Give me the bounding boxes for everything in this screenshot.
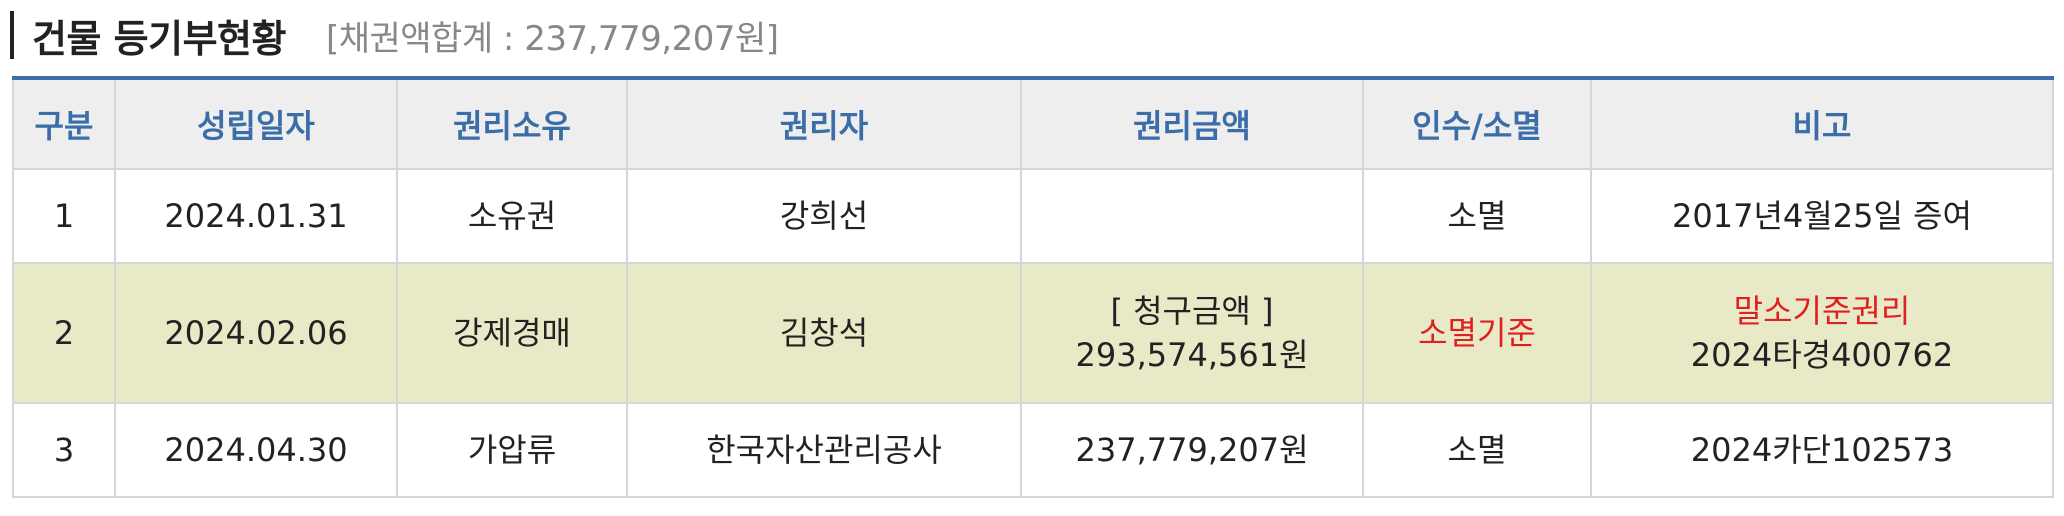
amount-label: [ 청구금액 ] — [1110, 292, 1274, 330]
column-header-no: 구분 — [12, 78, 116, 170]
table-header-row: 구분 성립일자 권리소유 권리자 권리금액 인수/소멸 비고 — [12, 78, 2054, 170]
column-header-status: 인수/소멸 — [1362, 78, 1592, 170]
column-header-date: 성립일자 — [114, 78, 398, 170]
column-header-holder: 권리자 — [626, 78, 1022, 170]
column-header-amount: 권리금액 — [1020, 78, 1364, 170]
cell-right-type: 소유권 — [396, 168, 628, 264]
cell-date: 2024.01.31 — [114, 168, 398, 264]
note-line: 2017년4월25일 증여 — [1672, 197, 1972, 235]
cell-amount: 237,779,207원 — [1020, 402, 1364, 498]
amount-line: 237,779,207원 — [1075, 431, 1309, 469]
cell-holder: 강희선 — [626, 168, 1022, 264]
header-accent-bar — [10, 11, 14, 59]
amount-value: 293,574,561원 — [1075, 336, 1309, 374]
section-header: 건물 등기부현황 [채권액합계 : 237,779,207원] — [10, 10, 779, 61]
cell-no: 1 — [12, 168, 116, 264]
column-header-note: 비고 — [1590, 78, 2054, 170]
cell-no: 2 — [12, 262, 116, 404]
cell-amount — [1020, 168, 1364, 264]
bond-sum-text: [채권액합계 : 237,779,207원] — [325, 18, 779, 59]
cell-holder: 한국자산관리공사 — [626, 402, 1022, 498]
note-base-right: 말소기준권리 — [1733, 292, 1911, 330]
note-case-number: 2024타경400762 — [1690, 336, 1954, 374]
table-row-highlighted: 2 2024.02.06 강제경매 김창석 [ 청구금액 ] 293,574,5… — [12, 262, 2054, 404]
cell-right-type: 강제경매 — [396, 262, 628, 404]
cell-note: 2024카단102573 — [1590, 402, 2054, 498]
cell-date: 2024.02.06 — [114, 262, 398, 404]
cell-no: 3 — [12, 402, 116, 498]
table-row: 3 2024.04.30 가압류 한국자산관리공사 237,779,207원 소… — [12, 402, 2054, 498]
cell-note: 말소기준권리 2024타경400762 — [1590, 262, 2054, 404]
table-row: 1 2024.01.31 소유권 강희선 소멸 2017년4월25일 증여 — [12, 168, 2054, 264]
note-line: 2024카단102573 — [1690, 431, 1954, 469]
cell-amount: [ 청구금액 ] 293,574,561원 — [1020, 262, 1364, 404]
cell-status: 소멸 — [1362, 168, 1592, 264]
registry-table-container: 구분 성립일자 권리소유 권리자 권리금액 인수/소멸 비고 1 2024.01… — [12, 76, 2054, 498]
cell-holder: 김창석 — [626, 262, 1022, 404]
cell-right-type: 가압류 — [396, 402, 628, 498]
cell-note: 2017년4월25일 증여 — [1590, 168, 2054, 264]
column-header-right-type: 권리소유 — [396, 78, 628, 170]
cell-status: 소멸 — [1362, 402, 1592, 498]
section-title: 건물 등기부현황 — [32, 16, 286, 61]
cell-status-base: 소멸기준 — [1362, 262, 1592, 404]
registry-table: 구분 성립일자 권리소유 권리자 권리금액 인수/소멸 비고 1 2024.01… — [12, 76, 2054, 498]
cell-date: 2024.04.30 — [114, 402, 398, 498]
